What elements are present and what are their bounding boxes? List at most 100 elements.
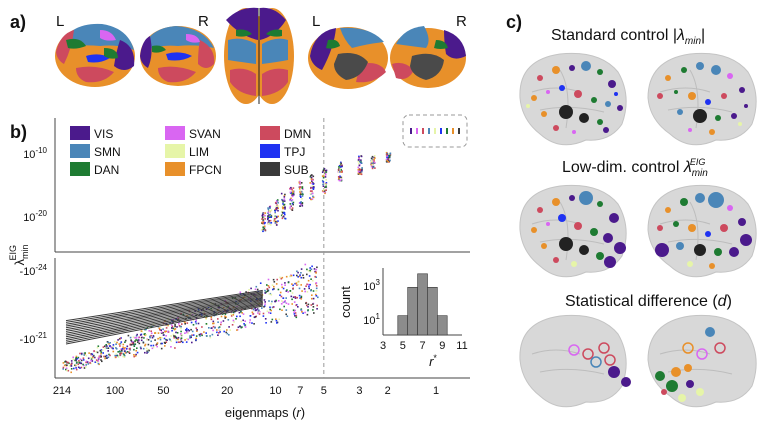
scatter-point-negative (270, 303, 273, 305)
lower-axes (54, 258, 470, 379)
scatter-point-negative (249, 321, 251, 324)
scatter-point-negative (197, 322, 200, 325)
scatter-point-negative (65, 361, 68, 363)
scatter-point-negative (251, 311, 254, 314)
scatter-point-negative (124, 341, 126, 343)
highlight-point (446, 128, 448, 134)
scatter-point-negative (90, 356, 92, 359)
scatter-point-negative (183, 320, 186, 323)
scatter-point-negative (315, 282, 318, 284)
scatter-point-negative (234, 297, 237, 299)
scatter-point-positive (325, 183, 327, 186)
scatter-point-positive (299, 186, 302, 188)
scatter-point-negative (238, 311, 241, 314)
scatter-point-negative (82, 363, 84, 366)
scatter-point-positive (309, 182, 311, 184)
scatter-point-negative (212, 325, 215, 328)
scatter-point-positive (361, 167, 363, 169)
scatter-point-positive (340, 166, 342, 168)
scatter-point-negative (240, 320, 242, 323)
scatter-point-negative (300, 284, 302, 286)
scatter-point-positive (372, 166, 375, 169)
scatter-point-negative (171, 324, 173, 326)
scatter-point-negative (230, 313, 232, 315)
scatter-point-negative (243, 324, 246, 327)
scatter-point-positive (267, 215, 269, 217)
scatter-point-positive (324, 191, 327, 194)
scatter-point-positive (290, 186, 292, 189)
scatter-point-positive (284, 213, 286, 216)
inset-y-tick-1: 103 (363, 278, 380, 293)
scatter-point-negative (190, 321, 193, 324)
scatter-point-positive (357, 166, 360, 169)
scatter-point-positive (312, 196, 315, 199)
scatter-point-negative (315, 271, 317, 273)
scatter-point-negative (97, 360, 100, 362)
scatter-point-negative (198, 333, 201, 336)
scatter-point-positive (300, 196, 302, 198)
scatter-point-positive (360, 155, 363, 158)
scatter-point-negative (187, 329, 190, 331)
scatter-point-negative (284, 301, 286, 303)
scatter-point-positive (339, 179, 342, 182)
scatter-point-positive (277, 220, 279, 222)
scatter-point-positive (264, 222, 266, 224)
scatter-point-negative (294, 309, 296, 312)
scatter-point-positive (290, 207, 292, 210)
scatter-point-positive (309, 197, 311, 199)
scatter-point-negative (314, 275, 316, 278)
scatter-point-negative (145, 334, 147, 336)
scatter-point-negative (174, 335, 176, 338)
scatter-point-positive (388, 156, 391, 158)
scatter-point-negative (119, 354, 121, 356)
scatter-point-negative (107, 350, 109, 352)
scatter-point-negative (88, 352, 90, 354)
scatter-point-negative (119, 337, 122, 340)
scatter-point-positive (268, 214, 270, 216)
scatter-point-negative (112, 350, 115, 353)
y-axis-title: λminEIG (8, 244, 30, 265)
scatter-point-negative (266, 284, 268, 286)
scatter-point-positive (267, 216, 269, 218)
scatter-point-negative (90, 362, 92, 365)
scatter-point-negative (310, 278, 312, 280)
legend-label: LIM (189, 145, 209, 159)
scatter-point-negative (294, 297, 297, 299)
scatter-point-negative (131, 342, 134, 344)
scatter-point-positive (280, 210, 283, 213)
scatter-point-positive (360, 170, 362, 172)
scatter-point-positive (374, 157, 376, 159)
scatter-point-negative (85, 360, 88, 363)
scatter-point-negative (133, 348, 135, 351)
scatter-point-negative (119, 345, 121, 347)
scatter-point-negative (146, 352, 148, 354)
scatter-point-negative (104, 357, 106, 360)
sub-streak (65, 301, 263, 340)
scatter-point-negative (285, 313, 287, 316)
scatter-point-negative (123, 353, 125, 356)
scatter-point-negative (205, 318, 207, 320)
scatter-point-positive (322, 189, 325, 191)
scatter-point-positive (360, 171, 363, 173)
scatter-point-negative (151, 336, 154, 339)
scatter-point-positive (289, 199, 291, 202)
scatter-point-negative (192, 319, 195, 321)
scatter-point-negative (299, 297, 301, 299)
legend-item: VIS (70, 126, 113, 141)
scatter-point-negative (90, 353, 92, 356)
scatter-point-negative (112, 345, 115, 348)
scatter-point-negative (79, 367, 81, 369)
scatter-point-negative (290, 274, 293, 277)
brain-lateral-left (55, 23, 135, 87)
scatter-point-negative (300, 276, 303, 279)
scatter-point-positive (387, 160, 390, 163)
scatter-point-negative (292, 309, 295, 311)
scatter-point-negative (144, 328, 146, 331)
scatter-point-negative (302, 312, 304, 314)
scatter-point-positive (322, 169, 325, 172)
scatter-point-negative (132, 341, 135, 344)
scatter-point-negative (252, 308, 255, 311)
sub-streak (65, 298, 263, 334)
scatter-point-negative (311, 279, 314, 282)
scatter-point-positive (262, 219, 264, 221)
